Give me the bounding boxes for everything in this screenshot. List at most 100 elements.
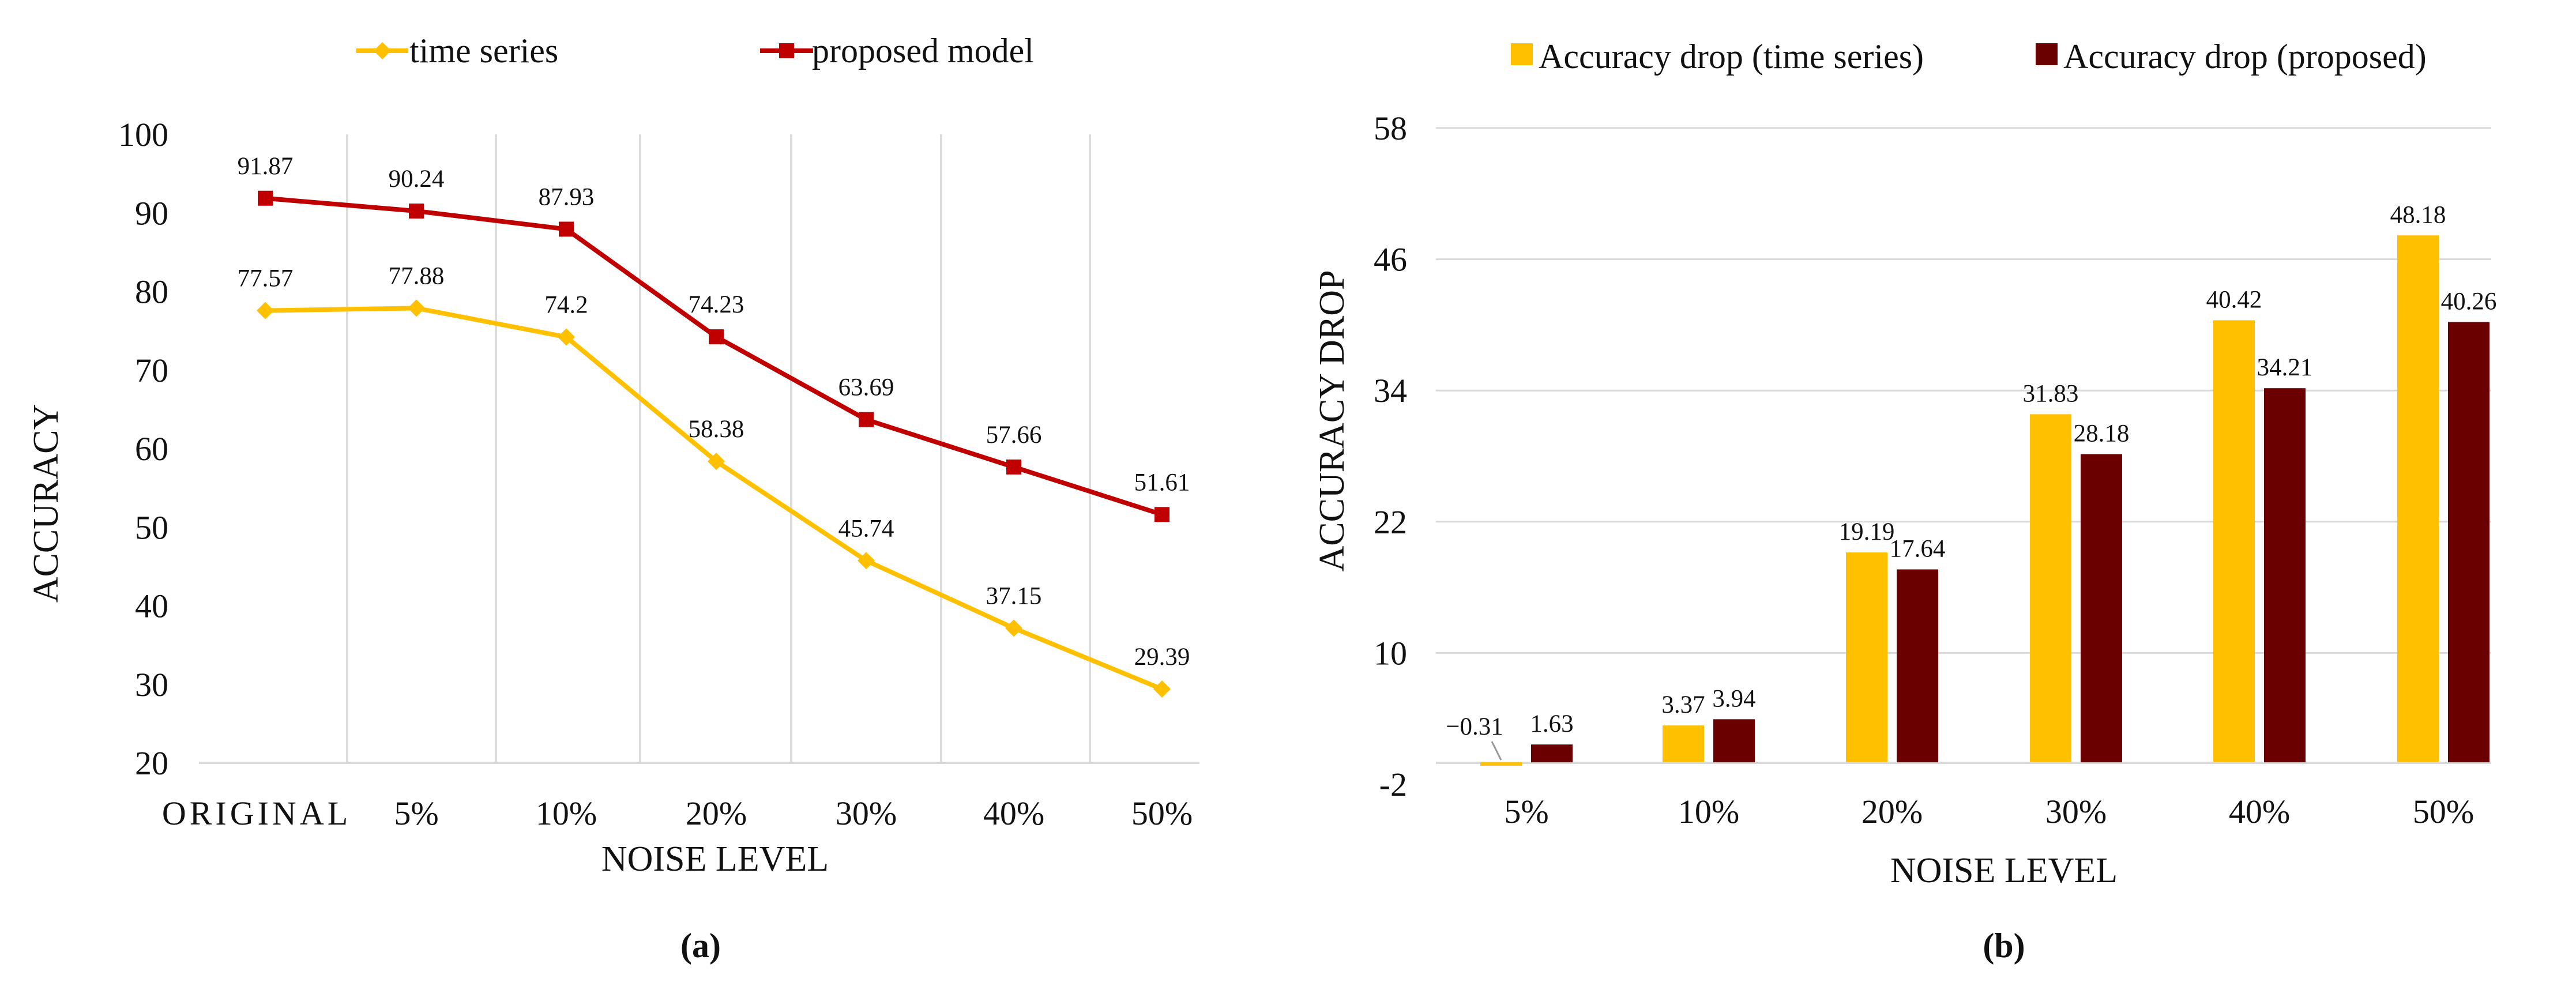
y-tick-label: 50 bbox=[135, 509, 168, 546]
data-label-time-series: 74.2 bbox=[544, 292, 588, 319]
data-label-proposed-model: 91.87 bbox=[238, 153, 294, 180]
data-label-proposed-model: 90.24 bbox=[389, 165, 445, 193]
y-tick-label: 70 bbox=[135, 352, 168, 389]
data-label-proposed-model: 57.66 bbox=[986, 422, 1042, 449]
data-point-proposed-model bbox=[559, 221, 574, 237]
x-tick-label-10: 10% bbox=[1678, 793, 1739, 830]
x-tick-label-original: ORIGINAL bbox=[162, 795, 351, 832]
data-label-accuracy-drop-proposed: 28.18 bbox=[2074, 420, 2130, 447]
x-tick-label-5: 5% bbox=[394, 795, 438, 832]
y-axis-ticks: -2 10 22 34 46 58 bbox=[1374, 110, 1407, 803]
legend-swatch-proposed bbox=[2036, 43, 2058, 65]
data-point-proposed-model bbox=[409, 203, 424, 219]
legend-label-time-series: Accuracy drop (time series) bbox=[1539, 37, 1924, 76]
data-point-time-series bbox=[1153, 680, 1171, 698]
x-tick-label-10: 10% bbox=[536, 795, 597, 832]
bar-accuracy-drop-proposed-30 bbox=[2081, 454, 2122, 763]
y-tick-label: 40 bbox=[135, 588, 168, 625]
horizontal-gridlines bbox=[1436, 127, 2491, 654]
bar-accuracy-drop-proposed-10 bbox=[1713, 719, 1755, 763]
data-point-proposed-model bbox=[1006, 459, 1021, 475]
legend-diamond-marker bbox=[374, 42, 391, 59]
x-tick-label-30: 30% bbox=[2045, 793, 2107, 830]
bar-accuracy-drop-time-series-30 bbox=[2030, 414, 2071, 763]
x-axis-title: NOISE LEVEL bbox=[1890, 851, 2118, 890]
x-tick-label-50: 50% bbox=[1131, 795, 1193, 832]
data-label-accuracy-drop-proposed: 1.63 bbox=[1530, 710, 1573, 737]
bar-accuracy-drop-time-series-20 bbox=[1846, 552, 1887, 763]
x-tick-label-20: 20% bbox=[1862, 793, 1923, 830]
y-tick-label: 90 bbox=[135, 194, 168, 232]
data-label-accuracy-drop-time-series: 3.37 bbox=[1661, 691, 1705, 718]
line-chart-panel: 20 30 40 50 60 70 80 90 100 ORIGINAL 5% 10% 20% 30% 4… bbox=[27, 32, 1199, 965]
y-tick-label: 60 bbox=[135, 430, 168, 468]
panel-caption-a: (a) bbox=[680, 927, 721, 965]
series-group: 77.57 77.88 74.2 58.38 45.74 37.15 29.39 91.87 9… bbox=[238, 153, 1190, 698]
data-point-time-series bbox=[257, 302, 274, 319]
bar-accuracy-drop-time-series-10 bbox=[1663, 725, 1704, 763]
y-tick-label: 30 bbox=[135, 666, 168, 703]
x-tick-label-40: 40% bbox=[983, 795, 1044, 832]
data-label-accuracy-drop-time-series: −0.31 bbox=[1446, 713, 1503, 740]
data-point-proposed-model bbox=[859, 412, 874, 427]
data-label-accuracy-drop-proposed: 34.21 bbox=[2257, 354, 2313, 381]
data-label-proposed-model: 74.23 bbox=[689, 291, 744, 318]
data-label-time-series: 77.88 bbox=[389, 262, 445, 289]
x-axis-title: NOISE LEVEL bbox=[601, 840, 829, 879]
data-point-time-series bbox=[408, 299, 425, 317]
bar-accuracy-drop-proposed-50 bbox=[2448, 322, 2489, 763]
legend-label-proposed: Accuracy drop (proposed) bbox=[2063, 37, 2427, 76]
y-tick-label: 46 bbox=[1374, 241, 1407, 279]
data-label-accuracy-drop-time-series: 19.19 bbox=[1839, 518, 1895, 545]
legend-label-time-series: time series bbox=[409, 32, 558, 70]
data-point-time-series bbox=[708, 453, 725, 471]
y-tick-label: 58 bbox=[1374, 110, 1407, 147]
y-tick-label: 80 bbox=[135, 273, 168, 311]
bar-accuracy-drop-proposed-5 bbox=[1531, 744, 1573, 763]
x-axis-ticks: 5% 10% 20% 30% 40% 50% bbox=[1504, 793, 2474, 830]
series-line-time-series bbox=[265, 306, 1163, 691]
bar-chart-panel: -2 10 22 34 46 58 5% 10% 20% 30% 40% 50% ACCURACY … bbox=[1313, 37, 2496, 965]
data-point-time-series bbox=[558, 328, 575, 346]
bar-accuracy-drop-proposed-40 bbox=[2264, 388, 2306, 763]
data-label-time-series: 37.15 bbox=[986, 582, 1042, 609]
data-label-proposed-model: 87.93 bbox=[539, 183, 595, 210]
leader-line bbox=[1491, 741, 1502, 761]
y-axis-ticks: 20 30 40 50 60 70 80 90 100 bbox=[118, 116, 168, 782]
y-tick-label: 10 bbox=[1374, 634, 1407, 672]
data-label-accuracy-drop-time-series: 31.83 bbox=[2023, 380, 2079, 407]
y-tick-label: 22 bbox=[1374, 503, 1407, 541]
data-label-time-series: 77.57 bbox=[238, 265, 294, 292]
data-point-proposed-model bbox=[1155, 507, 1169, 522]
vertical-gridlines bbox=[346, 134, 1091, 763]
data-label-time-series: 29.39 bbox=[1134, 643, 1190, 671]
y-axis-title: ACCURACY bbox=[27, 404, 66, 603]
x-tick-label-5: 5% bbox=[1504, 793, 1548, 830]
data-label-accuracy-drop-proposed: 40.26 bbox=[2441, 288, 2497, 315]
legend: time series proposed model bbox=[356, 32, 1034, 70]
data-point-time-series bbox=[858, 552, 875, 570]
legend-swatch-time-series bbox=[1511, 43, 1533, 65]
x-tick-label-30: 30% bbox=[836, 795, 897, 832]
data-label-time-series: 58.38 bbox=[689, 416, 744, 443]
legend-square-marker bbox=[779, 43, 794, 58]
data-label-accuracy-drop-time-series: 40.42 bbox=[2206, 286, 2262, 313]
data-label-proposed-model: 63.69 bbox=[838, 374, 894, 401]
data-label-accuracy-drop-time-series: 48.18 bbox=[2390, 201, 2446, 228]
bar-accuracy-drop-time-series-40 bbox=[2213, 320, 2255, 763]
bar-accuracy-drop-time-series-5 bbox=[1480, 762, 1522, 766]
data-label-accuracy-drop-proposed: 17.64 bbox=[1890, 535, 1946, 562]
y-tick-label: 100 bbox=[118, 116, 168, 153]
data-point-proposed-model bbox=[258, 190, 273, 206]
y-tick-label: 34 bbox=[1374, 372, 1407, 409]
data-label-time-series: 45.74 bbox=[838, 515, 894, 542]
data-point-proposed-model bbox=[709, 329, 724, 345]
y-tick-label: -2 bbox=[1379, 766, 1407, 803]
x-tick-label-40: 40% bbox=[2229, 793, 2290, 830]
y-tick-label: 20 bbox=[135, 744, 168, 782]
bar-accuracy-drop-proposed-20 bbox=[1897, 569, 1938, 763]
bar-accuracy-drop-time-series-50 bbox=[2397, 235, 2439, 763]
data-label-accuracy-drop-proposed: 3.94 bbox=[1712, 685, 1755, 712]
